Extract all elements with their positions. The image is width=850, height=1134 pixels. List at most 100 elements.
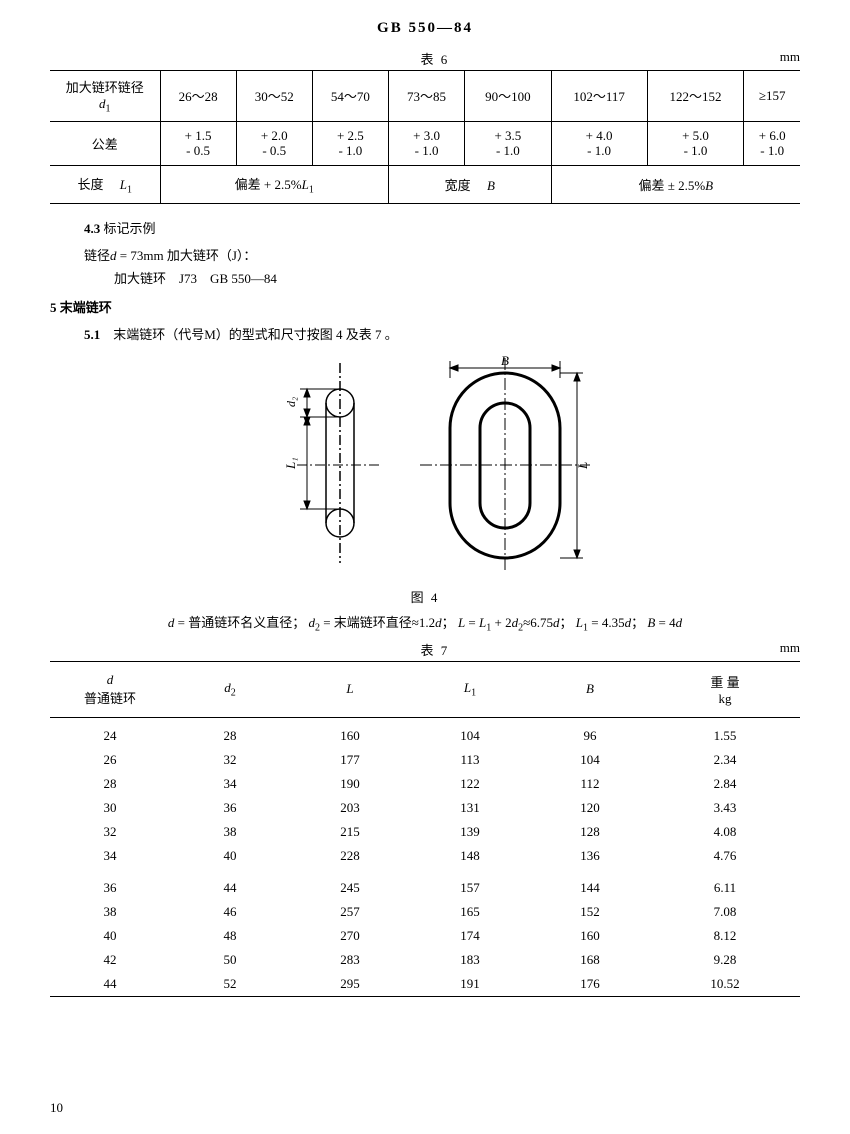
table-cell: 44 [170, 868, 290, 900]
table-cell: 183 [410, 948, 530, 972]
t6-r4: 90～100 [465, 71, 551, 122]
table-row: 公差 + 1.5- 0.5 + 2.0- 0.5 + 2.5- 1.0 + 3.… [50, 121, 800, 165]
table-cell: 270 [290, 924, 410, 948]
table-row: 加大链环链径 d1 26～28 30～52 54～70 73～85 90～100… [50, 71, 800, 122]
table-cell: 257 [290, 900, 410, 924]
table-cell: 2.84 [650, 772, 800, 796]
table-cell: 152 [530, 900, 650, 924]
table-cell: 190 [290, 772, 410, 796]
table-row: 38462571651527.08 [50, 900, 800, 924]
table-cell: 113 [410, 748, 530, 772]
t6-r3c2: 偏差 + 2.5% [235, 177, 302, 192]
table-cell: 26 [50, 748, 170, 772]
s43-title: 标记示例 [104, 221, 156, 236]
fig-label-d2: d₂ [284, 397, 298, 407]
table-cell: 165 [410, 900, 530, 924]
table-cell: 203 [290, 796, 410, 820]
t6-r3c4: 偏差 ± 2.5% [638, 178, 705, 193]
table-cell: 28 [170, 717, 290, 748]
table-cell: 36 [170, 796, 290, 820]
table7-caption: 表 7 [90, 640, 780, 659]
t6-r6: 122～152 [647, 71, 744, 122]
table-cell: 144 [530, 868, 650, 900]
table-cell: 4.08 [650, 820, 800, 844]
table-cell: 104 [530, 748, 650, 772]
table-cell: 177 [290, 748, 410, 772]
t6-r7: ≥157 [744, 71, 800, 122]
table7: d 普通链环 d2 L L1 B 重 量 kg 2428160104961.55… [50, 661, 800, 996]
table-cell: 42 [50, 948, 170, 972]
t7-c6a: 重 量 [710, 675, 739, 690]
section-4-3: 4.3 标记示例 [50, 218, 800, 237]
table-cell: 24 [50, 717, 170, 748]
t6-r3c1b: L [120, 177, 127, 192]
t7-c1b: 普通链环 [84, 691, 136, 706]
table-cell: 4.76 [650, 844, 800, 868]
table-row: 26321771131042.34 [50, 748, 800, 772]
table-cell: 104 [410, 717, 530, 748]
table-cell: 32 [50, 820, 170, 844]
s51-num: 5.1 [84, 327, 100, 342]
table-row: 36442451571446.11 [50, 868, 800, 900]
section-5-1: 5.1 末端链环（代号M）的型式和尺寸按图 4 及表 7 。 [50, 324, 800, 343]
table-cell: 9.28 [650, 948, 800, 972]
doc-header: GB 550—84 [50, 20, 800, 37]
table-cell: 36 [50, 868, 170, 900]
table6: 加大链环链径 d1 26～28 30～52 54～70 73～85 90～100… [50, 70, 800, 204]
table-cell: 30 [50, 796, 170, 820]
t6-r1: 30～52 [236, 71, 312, 122]
s5-title: 末端链环 [60, 300, 112, 315]
t6-r3c3b: B [487, 178, 495, 193]
table-cell: 96 [530, 717, 650, 748]
t6-r5: 102～117 [551, 71, 647, 122]
t7-c6b: kg [719, 691, 732, 706]
table-cell: 3.43 [650, 796, 800, 820]
table-cell: 168 [530, 948, 650, 972]
table-cell: 34 [170, 772, 290, 796]
table-cell: 283 [290, 948, 410, 972]
table6-unit: mm [780, 49, 800, 68]
formula-line: d = 普通链环名义直径； d2 = 末端链环直径≈1.2d； L = L1 +… [50, 612, 800, 634]
table-cell: 174 [410, 924, 530, 948]
fig-label-B: B [501, 353, 509, 368]
table7-unit: mm [780, 640, 800, 659]
table-cell: 50 [170, 948, 290, 972]
table-cell: 160 [290, 717, 410, 748]
table-cell: 136 [530, 844, 650, 868]
s43-line1: 链径d = 73mm 加大链环（J）： [50, 245, 800, 264]
s5-num: 5 [50, 300, 57, 315]
table-cell: 32 [170, 748, 290, 772]
table-cell: 160 [530, 924, 650, 948]
fig-label-L1: L₁ [283, 458, 298, 471]
table-cell: 1.55 [650, 717, 800, 748]
table-cell: 122 [410, 772, 530, 796]
table-cell: 48 [170, 924, 290, 948]
t7-c1a: d [107, 672, 114, 687]
t7-bottom-rule [50, 996, 800, 997]
table-cell: 295 [290, 972, 410, 996]
table6-caption-row: 表 6 mm [50, 49, 800, 68]
table-cell: 191 [410, 972, 530, 996]
table-cell: 34 [50, 844, 170, 868]
table-row: 42502831831689.28 [50, 948, 800, 972]
table-cell: 2.34 [650, 748, 800, 772]
table-cell: 6.11 [650, 868, 800, 900]
t6-r3c1: 长度 [77, 177, 103, 192]
t6-h1: 加大链环链径 [66, 80, 144, 95]
table-cell: 139 [410, 820, 530, 844]
s43-line2: 加大链环 J73 GB 550—84 [50, 268, 800, 287]
table-row: d 普通链环 d2 L L1 B 重 量 kg [50, 661, 800, 717]
table-cell: 40 [50, 924, 170, 948]
section-5: 5 末端链环 [50, 297, 800, 316]
t6-h2: 公差 [50, 121, 160, 165]
table-cell: 215 [290, 820, 410, 844]
table-cell: 10.52 [650, 972, 800, 996]
s51-text: 末端链环（代号M）的型式和尺寸按图 4 及表 7 。 [100, 327, 398, 342]
table6-caption: 表 6 [90, 49, 780, 68]
table-cell: 120 [530, 796, 650, 820]
table-cell: 38 [170, 820, 290, 844]
table-row: 445229519117610.52 [50, 972, 800, 996]
chain-link-diagram: B d₂ L₁ L [225, 353, 625, 583]
table-cell: 40 [170, 844, 290, 868]
figure-4: B d₂ L₁ L 图 4 [50, 353, 800, 606]
